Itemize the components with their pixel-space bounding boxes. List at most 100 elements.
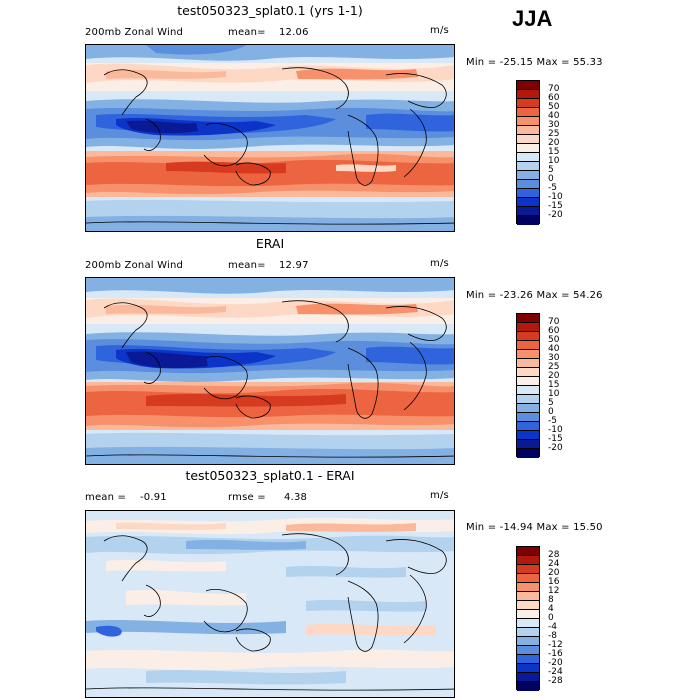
panel-2-units: m/s bbox=[430, 258, 449, 269]
colorbar-swatch bbox=[517, 216, 539, 225]
colorbar-swatch bbox=[517, 664, 539, 673]
colorbar-tick-label: 16 bbox=[548, 576, 560, 587]
colorbar-tick-label: 0 bbox=[548, 612, 554, 623]
panel-3-mean-value: -0.91 bbox=[140, 492, 167, 503]
colorbar-tick-label: -20 bbox=[548, 657, 563, 668]
panel-1-colorbar bbox=[516, 80, 540, 225]
colorbar-tick-label: 10 bbox=[548, 388, 560, 399]
season-label: JJA bbox=[512, 6, 553, 31]
colorbar-swatch bbox=[517, 117, 539, 126]
colorbar-tick-label: 20 bbox=[548, 567, 560, 578]
panel-2-mean-label: mean= bbox=[228, 260, 266, 271]
panel-2-mean-value: 12.97 bbox=[279, 260, 309, 271]
colorbar-swatch bbox=[517, 547, 539, 556]
panel-2-title: ERAI bbox=[255, 236, 285, 251]
colorbar-tick-label: 70 bbox=[548, 316, 560, 327]
colorbar-swatch bbox=[517, 386, 539, 395]
colorbar-swatch bbox=[517, 431, 539, 440]
colorbar-tick-label: 12 bbox=[548, 585, 560, 596]
colorbar-swatch bbox=[517, 81, 539, 90]
panel-1-title: test050323_splat0.1 (yrs 1-1) bbox=[177, 3, 363, 18]
colorbar-swatch bbox=[517, 144, 539, 153]
panel-2-colorbar bbox=[516, 313, 540, 458]
colorbar-swatch bbox=[517, 189, 539, 198]
panel-3-title: test050323_splat0.1 - ERAI bbox=[185, 468, 355, 483]
colorbar-swatch bbox=[517, 198, 539, 207]
colorbar-tick-label: -15 bbox=[548, 200, 563, 211]
colorbar-tick-label: 50 bbox=[548, 101, 560, 112]
colorbar-tick-label: 60 bbox=[548, 92, 560, 103]
colorbar-tick-label: 40 bbox=[548, 110, 560, 121]
colorbar-swatch bbox=[517, 108, 539, 117]
colorbar-tick-label: 15 bbox=[548, 146, 560, 157]
colorbar-tick-label: 25 bbox=[548, 128, 560, 139]
colorbar-swatch bbox=[517, 574, 539, 583]
colorbar-swatch bbox=[517, 162, 539, 171]
colorbar-tick-label: 50 bbox=[548, 334, 560, 345]
colorbar-tick-label: -15 bbox=[548, 433, 563, 444]
colorbar-tick-label: 15 bbox=[548, 379, 560, 390]
colorbar-swatch bbox=[517, 171, 539, 180]
colorbar-tick-label: -28 bbox=[548, 675, 563, 686]
colorbar-tick-label: 24 bbox=[548, 558, 560, 569]
colorbar-tick-label: -4 bbox=[548, 621, 557, 632]
colorbar-swatch bbox=[517, 350, 539, 359]
panel-1-variable: 200mb Zonal Wind bbox=[85, 27, 184, 38]
colorbar-tick-label: 28 bbox=[548, 549, 560, 560]
colorbar-tick-label: 60 bbox=[548, 325, 560, 336]
panel-1-mean-value: 12.06 bbox=[279, 27, 309, 38]
colorbar-swatch bbox=[517, 99, 539, 108]
colorbar-swatch bbox=[517, 314, 539, 323]
colorbar-tick-label: 25 bbox=[548, 361, 560, 372]
colorbar-swatch bbox=[517, 207, 539, 216]
colorbar-tick-label: -12 bbox=[548, 639, 563, 650]
colorbar-tick-label: -8 bbox=[548, 630, 557, 641]
colorbar-swatch bbox=[517, 628, 539, 637]
colorbar-tick-label: 0 bbox=[548, 406, 554, 417]
panel-3-minmax: Min = -14.94 Max = 15.50 bbox=[466, 522, 603, 533]
colorbar-tick-label: -5 bbox=[548, 415, 557, 426]
colorbar-swatch bbox=[517, 556, 539, 565]
colorbar-swatch bbox=[517, 637, 539, 646]
panel-3-units: m/s bbox=[430, 490, 449, 501]
colorbar-swatch bbox=[517, 135, 539, 144]
colorbar-swatch bbox=[517, 332, 539, 341]
panel-3-mean-label: mean = bbox=[85, 492, 127, 503]
colorbar-swatch bbox=[517, 673, 539, 682]
panel-3-rmse-label: rmse = bbox=[228, 492, 266, 503]
colorbar-swatch bbox=[517, 610, 539, 619]
colorbar-swatch bbox=[517, 413, 539, 422]
panel-1-units: m/s bbox=[430, 25, 449, 36]
colorbar-tick-label: -20 bbox=[548, 442, 563, 453]
colorbar-tick-label: -24 bbox=[548, 666, 563, 677]
colorbar-swatch bbox=[517, 359, 539, 368]
colorbar-swatch bbox=[517, 404, 539, 413]
panel-2-variable: 200mb Zonal Wind bbox=[85, 260, 184, 271]
colorbar-tick-label: -16 bbox=[548, 648, 563, 659]
colorbar-swatch bbox=[517, 440, 539, 449]
colorbar-swatch bbox=[517, 153, 539, 162]
panel-3-colorbar bbox=[516, 546, 540, 691]
colorbar-tick-label: -5 bbox=[548, 182, 557, 193]
colorbar-swatch bbox=[517, 180, 539, 189]
colorbar-swatch bbox=[517, 682, 539, 691]
colorbar-swatch bbox=[517, 449, 539, 458]
panel-3-map bbox=[85, 510, 455, 698]
colorbar-swatch bbox=[517, 583, 539, 592]
colorbar-tick-label: 70 bbox=[548, 83, 560, 94]
colorbar-swatch bbox=[517, 646, 539, 655]
colorbar-swatch bbox=[517, 323, 539, 332]
colorbar-swatch bbox=[517, 565, 539, 574]
colorbar-swatch bbox=[517, 368, 539, 377]
colorbar-tick-label: 5 bbox=[548, 164, 554, 175]
panel-1-minmax: Min = -25.15 Max = 55.33 bbox=[466, 57, 603, 68]
colorbar-swatch bbox=[517, 377, 539, 386]
panel-3-rmse-value: 4.38 bbox=[284, 492, 308, 503]
colorbar-tick-label: 8 bbox=[548, 594, 554, 605]
colorbar-tick-label: 30 bbox=[548, 119, 560, 130]
colorbar-swatch bbox=[517, 601, 539, 610]
panel-1-mean-label: mean= bbox=[228, 27, 266, 38]
colorbar-tick-label: -20 bbox=[548, 209, 563, 220]
colorbar-tick-label: 20 bbox=[548, 137, 560, 148]
colorbar-swatch bbox=[517, 395, 539, 404]
